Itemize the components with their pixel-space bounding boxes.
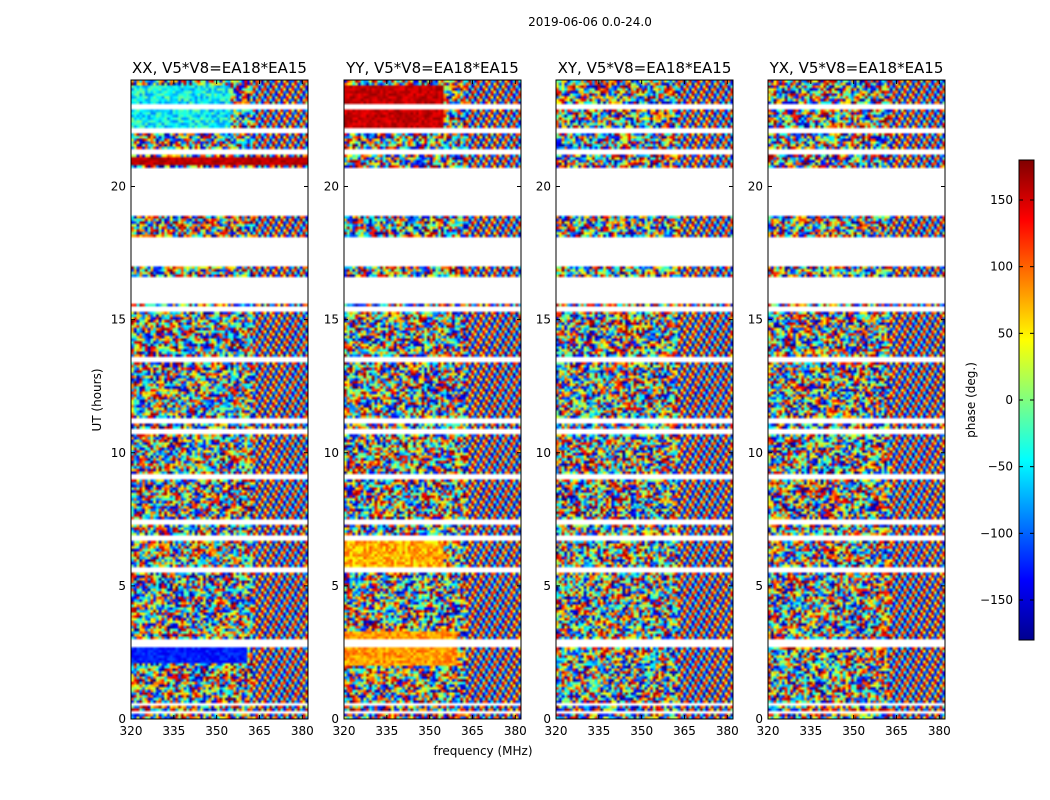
panel-frame — [343, 79, 522, 720]
colorbar-tick-label: 150 — [990, 193, 1013, 207]
panel-title: YX, V5*V8=EA18*EA15 — [769, 59, 944, 77]
y-tick-label: 10 — [324, 446, 339, 460]
x-tick-label: 320 — [120, 724, 143, 738]
x-tick-label: 350 — [842, 724, 865, 738]
y-tick-label: 5 — [755, 579, 763, 593]
x-tick-label: 380 — [716, 724, 739, 738]
panel-title: XX, V5*V8=EA18*EA15 — [132, 59, 307, 77]
colorbar-label: phase (deg.) — [964, 362, 978, 438]
panel-title: YY, V5*V8=EA18*EA15 — [345, 59, 519, 77]
y-tick-label: 20 — [111, 180, 126, 194]
y-tick-label: 0 — [543, 712, 551, 726]
figure-title: 2019-06-06 0.0-24.0 — [528, 15, 652, 29]
panel-yx: YX, V5*V8=EA18*EA15 320 335 350 365 380 0 5 10 15… — [748, 59, 951, 738]
panel-yy: YY, V5*V8=EA18*EA15 320 335 350 365 380 0 5 10 15… — [324, 59, 527, 738]
x-tick-label: 380 — [291, 724, 314, 738]
y-tick-label: 20 — [748, 180, 763, 194]
x-tick-label: 350 — [630, 724, 653, 738]
x-tick-label: 380 — [928, 724, 951, 738]
y-tick-label: 20 — [536, 180, 551, 194]
x-tick-label: 320 — [545, 724, 568, 738]
x-tick-label: 350 — [205, 724, 228, 738]
x-axis-label: frequency (MHz) — [433, 744, 532, 758]
x-tick-label: 320 — [757, 724, 780, 738]
panel-frame — [555, 79, 734, 720]
panel-frame — [130, 79, 309, 720]
y-axis-label: UT (hours) — [90, 368, 104, 431]
y-tick-label: 10 — [748, 446, 763, 460]
y-tick-label: 10 — [536, 446, 551, 460]
x-tick-label: 335 — [375, 724, 398, 738]
x-tick-label: 380 — [504, 724, 527, 738]
y-tick-label: 20 — [324, 180, 339, 194]
colorbar-tick-label: −100 — [980, 526, 1013, 540]
panel-title: XY, V5*V8=EA18*EA15 — [558, 59, 732, 77]
y-tick-label: 15 — [536, 313, 551, 327]
y-tick-label: 0 — [755, 712, 763, 726]
panels-group: XX, V5*V8=EA18*EA15 320 335 350 365 380 0 5 10 15… — [111, 59, 951, 738]
x-tick-label: 365 — [885, 724, 908, 738]
x-tick-label: 320 — [333, 724, 356, 738]
y-tick-label: 15 — [748, 313, 763, 327]
y-tick-label: 15 — [111, 313, 126, 327]
y-tick-label: 0 — [118, 712, 126, 726]
x-tick-label: 365 — [248, 724, 271, 738]
y-tick-label: 15 — [324, 313, 339, 327]
heatmap-image — [131, 80, 308, 719]
colorbar: −150 −100 −50 0 50 100 150 phase (deg.) — [964, 159, 1035, 641]
panel-xx: XX, V5*V8=EA18*EA15 320 335 350 365 380 0 5 10 15… — [111, 59, 314, 738]
colorbar-tick-label: −150 — [980, 593, 1013, 607]
panel-xy: XY, V5*V8=EA18*EA15 320 335 350 365 380 0 5 10 15… — [536, 59, 739, 738]
y-tick-label: 10 — [111, 446, 126, 460]
heatmap-image — [344, 80, 521, 719]
heatmap-image — [556, 80, 733, 719]
colorbar-tick-label: 100 — [990, 260, 1013, 274]
y-tick-label: 0 — [331, 712, 339, 726]
y-tick-label: 5 — [118, 579, 126, 593]
y-tick-label: 5 — [543, 579, 551, 593]
colorbar-tick-label: −50 — [988, 460, 1013, 474]
x-tick-label: 335 — [162, 724, 185, 738]
panel-frame — [767, 79, 946, 720]
x-tick-label: 365 — [673, 724, 696, 738]
x-tick-label: 335 — [799, 724, 822, 738]
x-tick-label: 350 — [418, 724, 441, 738]
x-tick-label: 335 — [587, 724, 610, 738]
colorbar-tick-label: 0 — [1005, 393, 1013, 407]
y-tick-label: 5 — [331, 579, 339, 593]
colorbar-tick-label: 50 — [998, 326, 1013, 340]
x-tick-label: 365 — [461, 724, 484, 738]
heatmap-image — [768, 80, 945, 719]
